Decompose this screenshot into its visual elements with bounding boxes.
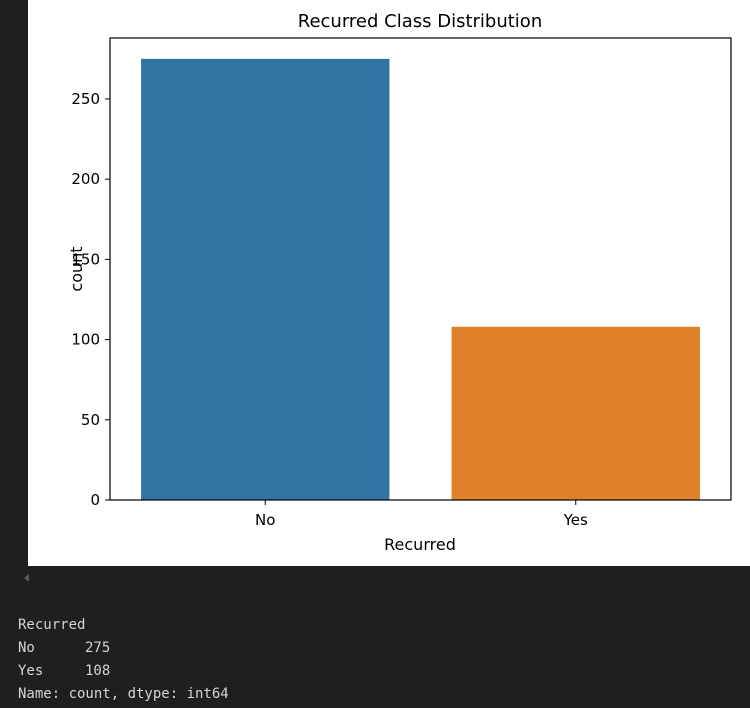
bar: [141, 58, 390, 501]
chart-panel: Recurred Class Distribution 0 50 100 150 200…: [28, 0, 750, 566]
output-header: Recurred: [18, 617, 86, 633]
x-tick-label: No: [255, 511, 275, 529]
cell-output: Recurred No 275 Yes 108 Name: count, dtype: i…: [18, 614, 229, 706]
output-row-value: 275: [85, 640, 111, 656]
x-tick-label: Yes: [563, 511, 588, 529]
scroll-left-icon[interactable]: [24, 574, 29, 582]
output-row-label: No: [18, 640, 35, 656]
output-row: No 275: [18, 637, 229, 660]
bar: [451, 326, 700, 500]
output-footer: Name: count, dtype: int64: [18, 686, 229, 702]
y-tick-label: 100: [71, 331, 100, 349]
output-row-label: Yes: [18, 663, 44, 679]
plot-frame: [109, 37, 732, 501]
y-tick-label: 150: [71, 250, 100, 268]
bar-chart: Recurred Class Distribution 0 50 100 150 200…: [67, 11, 732, 554]
y-tick-label: 50: [81, 411, 100, 429]
y-axis-label: count: [67, 246, 86, 291]
chart-title: Recurred Class Distribution: [298, 11, 542, 32]
output-row: Yes 108: [18, 660, 229, 683]
y-tick-label: 0: [90, 491, 100, 509]
y-tick-label: 250: [71, 90, 100, 108]
output-row-value: 108: [85, 663, 111, 679]
x-axis-label: Recurred: [384, 535, 456, 554]
y-tick-label: 200: [71, 170, 100, 188]
